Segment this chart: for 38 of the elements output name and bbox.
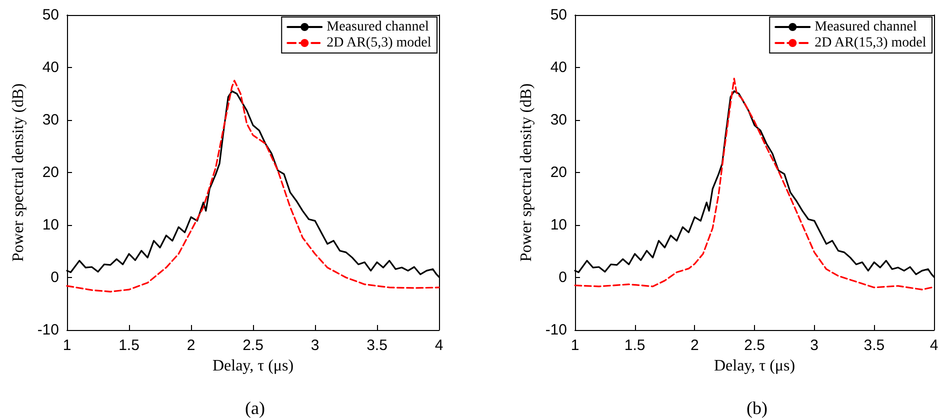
legend-label: 2D AR(5,3) model [326, 36, 432, 50]
x-tick-label: 3 [310, 337, 320, 354]
x-tick-label: 2.5 [242, 337, 264, 354]
y-tick-label: 0 [558, 269, 567, 286]
x-tick-label: 1 [62, 337, 72, 354]
legend-label: Measured channel [326, 20, 429, 34]
y-tick-label: 40 [42, 59, 59, 76]
x-tick-label: 2 [690, 337, 699, 354]
legend-label: 2D AR(15,3) model [814, 36, 926, 50]
x-axis-title: Delay, τ (μs) [212, 357, 294, 374]
x-tick-label: 4 [434, 337, 444, 354]
y-tick-label: -10 [37, 322, 59, 338]
x-tick-label: 3 [810, 337, 819, 354]
legend-label: Measured channel [814, 20, 917, 34]
y-tick-label: 50 [42, 6, 59, 24]
y-tick-label: -10 [545, 322, 567, 338]
x-tick-label: 3.5 [864, 337, 885, 354]
x-tick-label: 3.5 [366, 337, 388, 354]
x-tick-label: 1 [570, 337, 580, 354]
text: (b) [746, 398, 768, 418]
y-axis-title: Power spectral density (dB) [518, 83, 535, 262]
y-tick-label: 30 [42, 112, 59, 128]
y-tick-label: 40 [550, 59, 567, 76]
y-tick-label: 0 [50, 269, 59, 286]
x-tick-label: 1.5 [118, 337, 140, 354]
x-tick-label: 1.5 [624, 337, 646, 354]
y-tick-label: 10 [550, 216, 567, 234]
y-tick-label: 20 [550, 164, 567, 181]
y-tick-label: 10 [42, 216, 59, 234]
y-tick-label: 20 [42, 164, 59, 181]
x-tick-label: 2.5 [744, 337, 765, 354]
y-tick-label: 30 [550, 112, 567, 128]
x-axis-title: Delay, τ (μs) [714, 357, 796, 374]
y-tick-label: 50 [550, 6, 567, 24]
x-tick-label: 2 [186, 337, 196, 354]
y-axis-title: Power spectral density (dB) [10, 83, 27, 262]
x-tick-label: 4 [930, 337, 938, 354]
text: (a) [245, 398, 265, 418]
